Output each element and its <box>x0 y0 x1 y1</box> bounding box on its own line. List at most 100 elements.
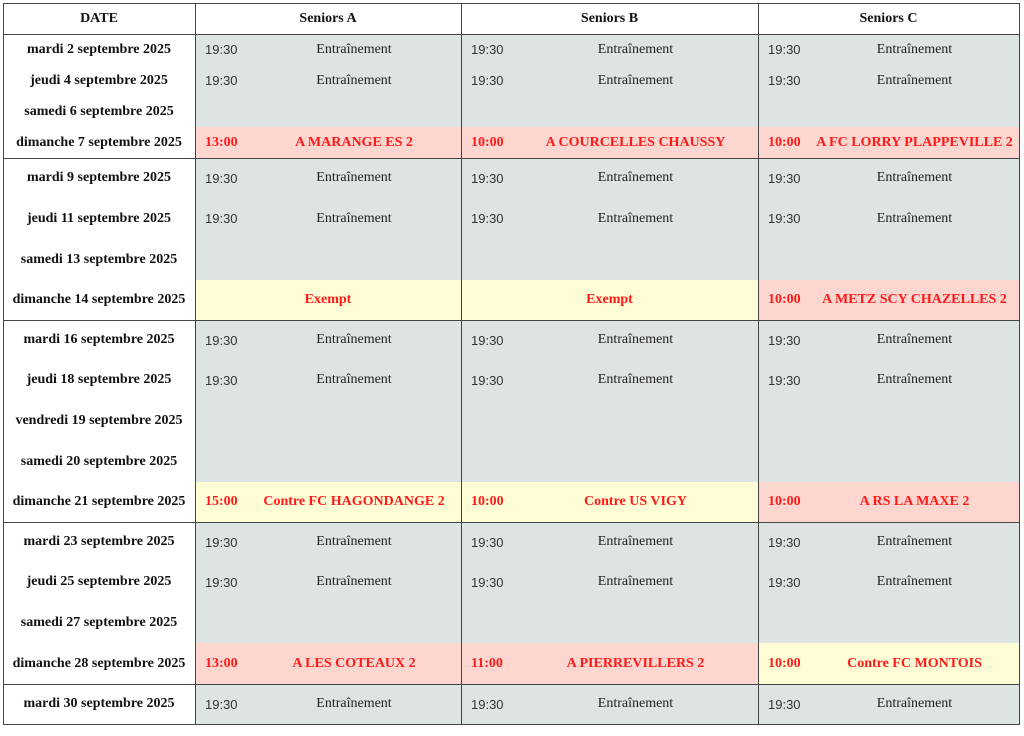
date-cell: dimanche 7 septembre 2025 <box>16 134 182 150</box>
column-divider <box>461 3 462 725</box>
training-cell: 19:30 Entraînement <box>461 198 758 239</box>
header-seniors-a: Seniors A <box>299 10 357 26</box>
training-cell: 19:30 Entraînement <box>758 562 1019 602</box>
header-date: DATE <box>80 10 118 26</box>
away-match-cell: 10:00 A COURCELLES CHAUSSY <box>461 127 758 158</box>
time: 19:30 <box>205 332 238 348</box>
training-cell: 19:30 Entraînement <box>758 65 1019 96</box>
time: 11:00 <box>471 655 503 671</box>
time: 19:30 <box>471 574 504 590</box>
time: 19:30 <box>768 372 801 388</box>
home-match-cell: 10:00 Contre US VIGY <box>461 482 758 522</box>
empty-cell <box>758 239 1019 280</box>
date-cell: mardi 23 septembre 2025 <box>23 534 175 549</box>
training-cell: 19:30 Entraînement <box>461 360 758 400</box>
training-cell: 19:30 Entraînement <box>758 360 1019 400</box>
time: 19:30 <box>205 211 238 226</box>
time: 19:30 <box>768 696 801 712</box>
activity-label: Entraînement <box>597 210 674 226</box>
date-cell: samedi 20 septembre 2025 <box>20 453 178 469</box>
away-match-cell: 13:00 A MARANGE ES 2 <box>195 127 461 158</box>
time: 10:00 <box>768 292 801 307</box>
date-cell: jeudi 18 septembre 2025 <box>26 372 172 387</box>
away-match-cell: 10:00 A FC LORRY PLAPPEVILLE 2 <box>758 127 1019 158</box>
training-cell: 19:30 Entraînement <box>758 522 1019 562</box>
date-cell: mardi 9 septembre 2025 <box>27 170 171 185</box>
row-divider <box>3 724 1020 725</box>
activity-label: Entraînement <box>597 170 674 185</box>
activity-label: Entraînement <box>316 332 392 347</box>
training-cell: 19:30 Entraînement <box>195 158 461 198</box>
row-divider <box>3 3 1020 4</box>
time: 19:30 <box>205 170 238 186</box>
time: 10:00 <box>768 134 801 150</box>
column-divider <box>758 3 759 725</box>
activity-label: Entraînement <box>316 72 392 88</box>
opponent-label: A MARANGE ES 2 <box>295 134 413 150</box>
away-match-cell: 10:00 A METZ SCY CHAZELLES 2 <box>758 280 1019 320</box>
time: 19:30 <box>768 170 801 186</box>
date-cell: mardi 16 septembre 2025 <box>23 332 175 347</box>
training-cell: 19:30 Entraînement <box>461 34 758 65</box>
date-cell: mardi 30 septembre 2025 <box>23 696 175 711</box>
date-cell: dimanche 14 septembre 2025 <box>12 292 186 307</box>
time: 10:00 <box>471 494 504 509</box>
training-cell: 19:30 Entraînement <box>461 562 758 602</box>
opponent-label: Contre US VIGY <box>584 494 687 509</box>
activity-label: Entraînement <box>316 41 392 57</box>
activity-label: Entraînement <box>316 696 392 711</box>
opponent-label: A METZ SCY CHAZELLES 2 <box>822 292 1007 307</box>
time: 19:30 <box>205 696 238 712</box>
activity-label: Entraînement <box>316 574 392 589</box>
empty-cell <box>758 96 1019 127</box>
exempt-match-cell: Exempt <box>195 280 461 320</box>
date-cell: jeudi 4 septembre 2025 <box>30 72 168 88</box>
training-cell: 19:30 Entraînement <box>758 34 1019 65</box>
time: 19:30 <box>768 574 801 590</box>
row-divider <box>3 158 1020 159</box>
time: 19:30 <box>768 332 801 348</box>
activity-label: Entraînement <box>876 372 953 387</box>
time: 10:00 <box>471 134 504 150</box>
opponent-label: Contre FC MONTOIS <box>847 655 982 671</box>
activity-label: Entraînement <box>876 332 953 347</box>
exempt-label: Exempt <box>304 292 352 307</box>
training-cell: 19:30 Entraînement <box>758 684 1019 724</box>
training-cell: 19:30 Entraînement <box>461 684 758 724</box>
time: 19:30 <box>205 73 238 88</box>
date-cell: mardi 2 septembre 2025 <box>27 41 171 57</box>
activity-label: Entraînement <box>597 72 674 88</box>
row-divider <box>3 684 1020 685</box>
away-match-cell: 13:00 A LES COTEAUX 2 <box>195 643 461 684</box>
training-cell: 19:30 Entraînement <box>758 198 1019 239</box>
training-cell: 19:30 Entraînement <box>195 320 461 360</box>
time: 19:30 <box>205 574 238 590</box>
empty-cell <box>461 441 758 482</box>
training-cell: 19:30 Entraînement <box>195 34 461 65</box>
time: 15:00 <box>205 494 238 509</box>
opponent-label: A RS LA MAXE 2 <box>859 494 970 509</box>
training-cell: 19:30 Entraînement <box>195 522 461 562</box>
time: 19:30 <box>768 211 801 226</box>
activity-label: Entraînement <box>597 696 674 711</box>
activity-label: Entraînement <box>876 696 953 711</box>
training-cell: 19:30 Entraînement <box>195 65 461 96</box>
activity-label: Entraînement <box>316 210 392 226</box>
activity-label: Entraînement <box>876 210 953 226</box>
training-cell: 19:30 Entraînement <box>195 684 461 724</box>
date-cell: dimanche 28 septembre 2025 <box>12 655 186 671</box>
activity-label: Entraînement <box>876 534 953 549</box>
away-match-cell: 11:00 A PIERREVILLERS 2 <box>461 643 758 684</box>
time: 19:30 <box>471 42 504 57</box>
activity-label: Entraînement <box>316 372 392 387</box>
header-seniors-c: Seniors C <box>859 10 918 26</box>
empty-cell <box>195 602 461 643</box>
date-cell: jeudi 25 septembre 2025 <box>26 574 172 589</box>
column-divider <box>3 3 4 725</box>
row-divider <box>3 522 1020 523</box>
empty-cell <box>461 400 758 441</box>
activity-label: Entraînement <box>316 534 392 549</box>
time: 19:30 <box>768 534 801 550</box>
header-seniors-b: Seniors B <box>580 10 639 26</box>
training-cell: 19:30 Entraînement <box>195 198 461 239</box>
